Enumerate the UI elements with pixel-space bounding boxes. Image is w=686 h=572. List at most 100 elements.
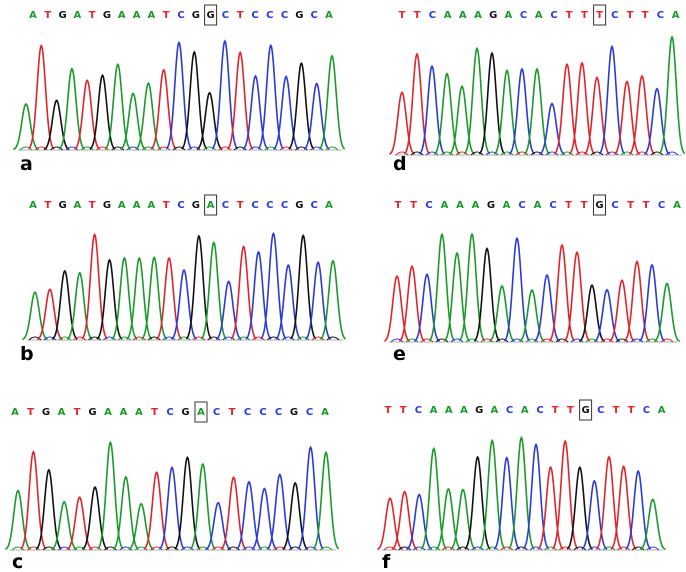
highlight-box	[579, 399, 593, 421]
trace-noise	[456, 546, 470, 551]
trace-peak	[13, 102, 39, 151]
base-letter: C	[657, 10, 664, 21]
trace-peak	[120, 92, 147, 151]
trace-noise	[325, 146, 339, 151]
trace-peak	[266, 473, 293, 550]
trace-peak	[251, 487, 278, 551]
trace-noise	[529, 546, 543, 551]
base-letter: C	[506, 405, 513, 416]
trace-noise	[119, 546, 133, 551]
base-letter: C	[518, 200, 525, 211]
trace-peak	[81, 485, 109, 550]
trace-noise	[157, 146, 171, 151]
trace-peak	[623, 260, 651, 342]
base-letter: C	[311, 200, 318, 211]
base-letter: T	[410, 200, 417, 211]
trace-noise	[398, 546, 411, 551]
base-letter: A	[460, 405, 468, 416]
base-letter: G	[103, 200, 111, 211]
trace-noise	[172, 146, 186, 151]
trace-noise	[545, 151, 559, 156]
trace-peak	[539, 102, 565, 156]
base-letter: C	[311, 10, 318, 21]
panel-label: d	[393, 153, 407, 175]
trace-peak	[643, 87, 671, 155]
trace-peak	[303, 82, 330, 150]
base-letter: T	[613, 405, 620, 416]
trace-peak	[548, 243, 576, 342]
base-letter: A	[120, 407, 128, 418]
trace-peak	[458, 232, 486, 342]
trace-peak	[211, 39, 239, 150]
trace-peak	[433, 72, 461, 155]
base-letter: G	[489, 10, 497, 21]
trace-peak	[581, 479, 608, 550]
base-letter: G	[42, 407, 50, 418]
trace-peak	[158, 466, 186, 550]
base-letter: G	[103, 10, 111, 21]
trace-peak	[464, 455, 491, 550]
panel-label: a	[20, 153, 33, 175]
base-letter: T	[565, 200, 572, 211]
base-letter: A	[505, 10, 513, 21]
trace-peak	[5, 489, 31, 551]
trace-peak	[170, 268, 198, 340]
base-letter: A	[29, 200, 37, 211]
trace-noise	[227, 546, 240, 551]
trace-noise	[630, 338, 644, 343]
trace-peak	[478, 51, 506, 155]
trace-noise	[103, 336, 116, 341]
trace-noise	[34, 146, 48, 151]
base-letter: A	[445, 405, 453, 416]
trace-noise	[88, 336, 101, 341]
trace-noise	[602, 546, 616, 551]
base-letter: T	[237, 10, 244, 21]
highlight-box	[593, 4, 607, 26]
trace-noise	[412, 546, 426, 551]
trace-noise	[471, 546, 484, 551]
highlight-box	[194, 401, 208, 423]
base-letter: A	[521, 405, 529, 416]
trace-noise	[585, 338, 599, 343]
trace-noise	[645, 338, 659, 343]
base-letter: A	[11, 407, 19, 418]
base-letter: T	[566, 10, 573, 21]
trace-noise	[242, 546, 256, 551]
base-letter: C	[275, 407, 282, 418]
trace-peak	[598, 44, 626, 155]
trace-noise	[635, 151, 649, 156]
trace-peak	[522, 442, 550, 550]
base-letter: A	[430, 405, 438, 416]
base-letter: C	[166, 407, 173, 418]
trace-noise	[427, 546, 441, 551]
trace-peak	[383, 274, 411, 342]
trace-peak	[566, 465, 593, 550]
trace-noise	[410, 151, 424, 156]
trace-noise	[134, 546, 148, 551]
trace-noise	[218, 146, 232, 151]
trace-noise	[281, 336, 295, 341]
trace-peak	[391, 490, 418, 551]
trace-noise	[515, 546, 528, 551]
trace-peak	[20, 450, 47, 550]
trace-noise	[237, 336, 250, 341]
trace-peak	[377, 497, 403, 551]
trace-noise	[311, 336, 325, 341]
trace-peak	[609, 279, 635, 343]
base-letter: A	[672, 10, 680, 21]
trace-noise	[211, 546, 225, 551]
trace-noise	[470, 151, 484, 156]
trace-noise	[296, 336, 310, 341]
trace-noise	[27, 546, 40, 551]
trace-noise	[80, 146, 94, 151]
trace-peak	[135, 81, 162, 150]
trace-peak	[519, 289, 545, 343]
base-letter: G	[181, 407, 189, 418]
trace-noise	[646, 546, 660, 551]
base-letter: T	[596, 10, 603, 21]
trace-peak	[260, 231, 287, 340]
trace-peak	[443, 251, 471, 342]
trace-noise	[510, 338, 524, 343]
trace-peak	[537, 465, 564, 550]
base-letter: A	[74, 200, 82, 211]
